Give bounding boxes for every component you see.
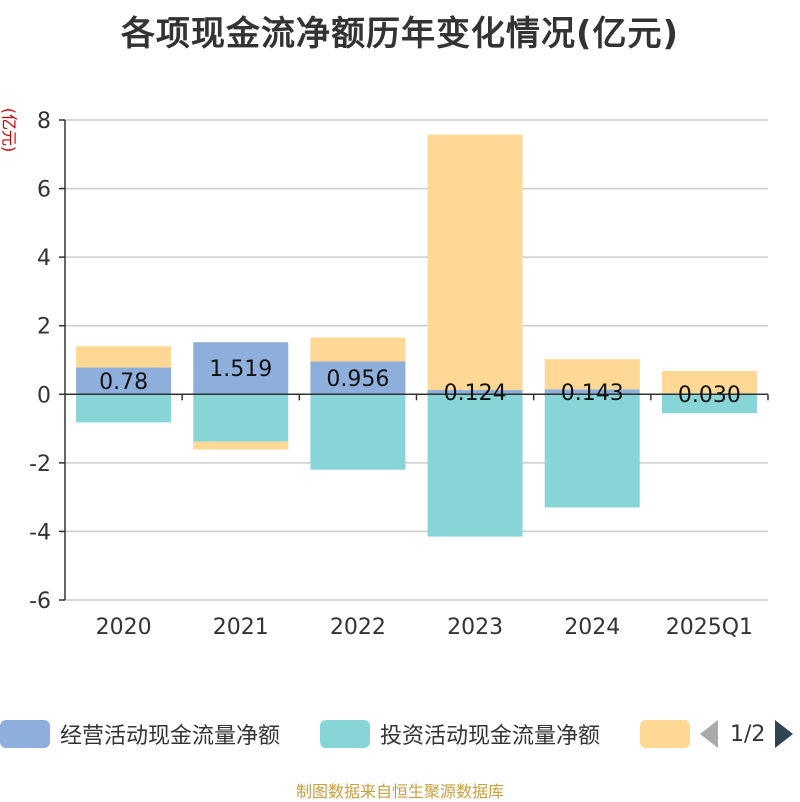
x-tick-label: 2022 xyxy=(330,615,386,640)
x-tick-label: 2021 xyxy=(213,615,269,640)
bar-s1-2020 xyxy=(76,367,172,395)
bar-s2-2022 xyxy=(310,394,406,470)
data-label: 1.519 xyxy=(209,357,272,382)
y-tick-label: 6 xyxy=(37,178,51,203)
chart-title: 各项现金流净额历年变化情况(亿元) xyxy=(120,14,680,54)
legend-swatch-operating xyxy=(0,720,50,748)
bar-s1-2022 xyxy=(310,361,406,395)
y-tick-label: -2 xyxy=(29,452,51,477)
legend-item-investing[interactable]: 投资活动现金流量净额 xyxy=(320,716,600,752)
bar-s2-2021 xyxy=(193,394,289,442)
bar-s2-2023 xyxy=(427,394,523,537)
data-label: 0.78 xyxy=(99,370,148,395)
legend-item-operating[interactable]: 经营活动现金流量净额 xyxy=(0,716,280,752)
x-tick-label: 2020 xyxy=(96,615,152,640)
data-labels: 0.78 1.519 0.956 0.124 0.143 0.030 xyxy=(99,357,741,408)
gridlines xyxy=(65,119,768,601)
data-label: 0.143 xyxy=(561,381,624,406)
y-tick-label: 8 xyxy=(37,109,51,134)
y-tick-label: 0 xyxy=(37,383,51,408)
bar-s3-2020 xyxy=(76,346,172,368)
data-label: 0.030 xyxy=(678,383,741,408)
legend-pager: 1/2 xyxy=(700,716,794,752)
bar-series xyxy=(76,134,757,537)
data-label: 0.956 xyxy=(326,367,389,392)
legend-swatch-investing xyxy=(320,720,370,748)
bar-s1-2023 xyxy=(427,390,523,395)
bar-s3-2025Q1 xyxy=(661,370,757,394)
legend-label-operating: 经营活动现金流量净额 xyxy=(60,724,281,749)
source-note: 制图数据来自恒生聚源数据库 xyxy=(295,782,504,801)
bar-s3-2022 xyxy=(310,337,406,362)
bar-s1-2024 xyxy=(544,389,640,395)
axes: 8 6 4 2 0 -2 -4 -6 2020 2021 2022 2023 2024 2025Q1 xyxy=(29,109,769,640)
y-tick-label: -4 xyxy=(29,520,51,545)
bar-s2-2024 xyxy=(544,394,640,508)
legend-prev-icon[interactable] xyxy=(700,720,718,748)
bar-s3-2024 xyxy=(544,359,640,390)
bar-s1-2021 xyxy=(193,342,289,395)
legend-page-indicator: 1/2 xyxy=(730,721,766,747)
bar-s3-2023 xyxy=(427,134,523,391)
y-tick-label: 2 xyxy=(37,315,51,340)
legend: 经营活动现金流量净额 投资活动现金流量净额 1/2 xyxy=(0,716,800,752)
data-label: 0.124 xyxy=(444,381,507,406)
y-tick-label: -6 xyxy=(29,589,51,614)
legend-next-icon[interactable] xyxy=(775,720,794,748)
bar-s2-2025Q1 xyxy=(661,394,757,414)
x-tick-label: 2024 xyxy=(564,615,620,640)
bar-s3-2021 xyxy=(193,441,289,450)
legend-label-investing: 投资活动现金流量净额 xyxy=(380,724,601,749)
x-tick-label: 2023 xyxy=(447,615,503,640)
bar-s2-2020 xyxy=(76,394,172,423)
legend-item-financing[interactable] xyxy=(640,716,700,752)
y-tick-label: 4 xyxy=(37,246,51,271)
x-tick-label: 2025Q1 xyxy=(666,615,753,640)
legend-swatch-financing xyxy=(640,720,690,748)
bar-chart: 8 6 4 2 0 -2 -4 -6 2020 2021 2022 2023 2024 2025Q1 0.… xyxy=(29,109,769,640)
